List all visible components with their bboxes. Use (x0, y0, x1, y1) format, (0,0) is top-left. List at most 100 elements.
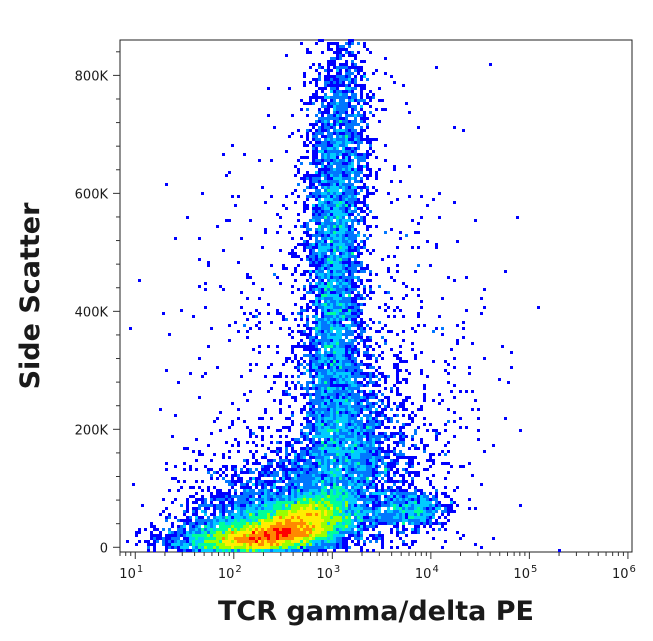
density-cell (345, 432, 348, 435)
density-cell (249, 537, 252, 540)
density-cell (312, 465, 315, 468)
density-cell (429, 465, 432, 468)
density-cell (333, 216, 336, 219)
density-cell (255, 537, 258, 540)
density-cell (381, 393, 384, 396)
density-cell (324, 492, 327, 495)
density-cell (303, 144, 306, 147)
density-cell (309, 429, 312, 432)
density-cell (333, 102, 336, 105)
density-cell (315, 90, 318, 93)
density-cell (390, 513, 393, 516)
density-cell (210, 501, 213, 504)
density-cell (339, 531, 342, 534)
density-cell (477, 417, 480, 420)
density-cell (375, 447, 378, 450)
density-cell (279, 450, 282, 453)
density-cell (303, 372, 306, 375)
density-cell (294, 252, 297, 255)
density-cell (276, 498, 279, 501)
density-cell (384, 408, 387, 411)
density-cell (363, 288, 366, 291)
density-cell (294, 165, 297, 168)
density-cell (390, 228, 393, 231)
density-cell (306, 477, 309, 480)
density-cell (183, 513, 186, 516)
density-cell (327, 168, 330, 171)
density-cell (255, 477, 258, 480)
density-cell (384, 471, 387, 474)
density-cell (315, 363, 318, 366)
density-cell (354, 357, 357, 360)
density-cell (354, 258, 357, 261)
density-cell (333, 345, 336, 348)
density-cell (354, 537, 357, 540)
density-cell (300, 162, 303, 165)
density-cell (288, 489, 291, 492)
density-cell (300, 330, 303, 333)
density-cell (360, 330, 363, 333)
density-cell (318, 354, 321, 357)
density-cell (207, 549, 210, 552)
density-cell (204, 525, 207, 528)
density-cell (288, 474, 291, 477)
density-cell (324, 378, 327, 381)
density-cell (333, 336, 336, 339)
density-cell (333, 258, 336, 261)
density-cell (420, 516, 423, 519)
density-cell (162, 537, 165, 540)
density-cell (336, 423, 339, 426)
density-cell (177, 528, 180, 531)
density-cell (429, 519, 432, 522)
density-cell (402, 438, 405, 441)
density-cell (288, 546, 291, 549)
density-cell (348, 210, 351, 213)
density-cell (315, 165, 318, 168)
density-cell (312, 456, 315, 459)
density-cell (297, 453, 300, 456)
density-cell (351, 291, 354, 294)
density-cell (318, 447, 321, 450)
density-cell (324, 237, 327, 240)
density-cell (348, 309, 351, 312)
density-cell (195, 519, 198, 522)
density-cell (315, 318, 318, 321)
density-cell (327, 426, 330, 429)
density-cell (375, 516, 378, 519)
density-cell (336, 537, 339, 540)
density-cell (324, 411, 327, 414)
density-cell (336, 54, 339, 57)
density-cell (360, 240, 363, 243)
density-cell (363, 465, 366, 468)
density-cell (246, 486, 249, 489)
density-cell (252, 498, 255, 501)
density-cell (396, 369, 399, 372)
density-cell (336, 462, 339, 465)
density-cell (366, 381, 369, 384)
density-cell (402, 453, 405, 456)
density-cell (330, 516, 333, 519)
density-cell (357, 243, 360, 246)
density-cell (318, 87, 321, 90)
density-cell (264, 522, 267, 525)
density-cell (189, 495, 192, 498)
density-cell (246, 522, 249, 525)
density-cell (336, 132, 339, 135)
density-cell (423, 522, 426, 525)
density-cell (228, 519, 231, 522)
density-cell (348, 399, 351, 402)
density-cell (324, 399, 327, 402)
density-cell (327, 276, 330, 279)
density-cell (351, 453, 354, 456)
density-cell (285, 360, 288, 363)
density-cell (363, 186, 366, 189)
density-cell (339, 258, 342, 261)
density-cell (363, 351, 366, 354)
density-cell (360, 384, 363, 387)
density-cell (252, 477, 255, 480)
density-cell (402, 432, 405, 435)
density-cell (327, 414, 330, 417)
density-cell (357, 513, 360, 516)
density-cell (339, 327, 342, 330)
density-cell (315, 180, 318, 183)
